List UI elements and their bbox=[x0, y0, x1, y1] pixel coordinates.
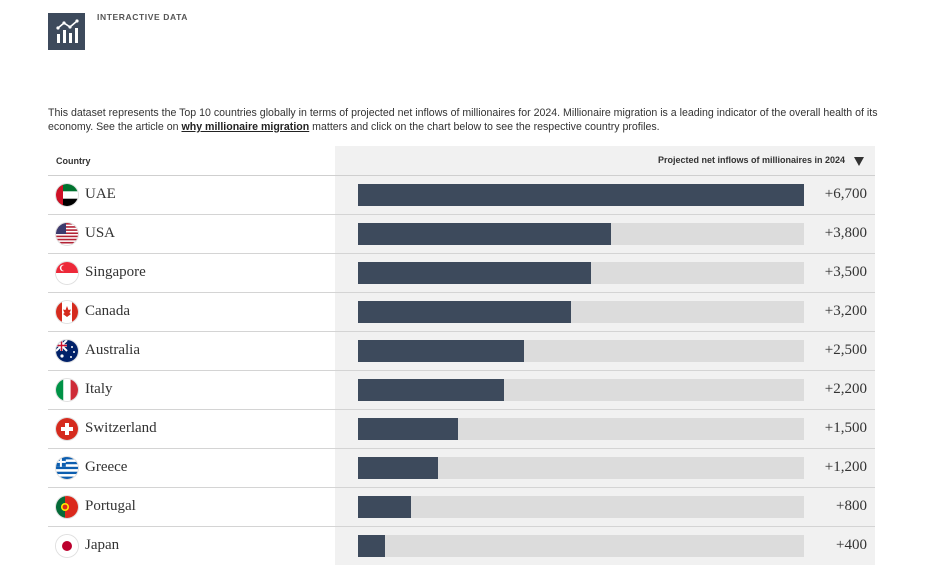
column-header-country[interactable]: Country bbox=[56, 156, 91, 166]
bar[interactable] bbox=[358, 301, 571, 323]
value-label: +2,200 bbox=[824, 381, 867, 397]
table-row[interactable]: Switzerland +1,500 bbox=[48, 410, 875, 449]
table-row[interactable]: Portugal +800 bbox=[48, 488, 875, 527]
value-label: +3,800 bbox=[824, 225, 867, 241]
italy-flag-icon bbox=[56, 379, 78, 401]
bar[interactable] bbox=[358, 223, 611, 245]
value-label: +6,700 bbox=[824, 186, 867, 202]
uae-flag-icon bbox=[56, 184, 78, 206]
chart-icon bbox=[55, 18, 79, 43]
value-label: +1,200 bbox=[824, 459, 867, 475]
intro-text-after: matters and click on the chart below to … bbox=[309, 120, 660, 133]
bar[interactable] bbox=[358, 418, 458, 440]
singapore-flag-icon bbox=[56, 262, 78, 284]
section-kicker: INTERACTIVE DATA bbox=[97, 12, 188, 22]
country-name[interactable]: Australia bbox=[85, 342, 140, 358]
table-row[interactable]: Australia +2,500 bbox=[48, 332, 875, 371]
value-label: +3,500 bbox=[824, 264, 867, 280]
bar-track bbox=[358, 223, 804, 245]
country-name[interactable]: UAE bbox=[85, 186, 116, 202]
bar[interactable] bbox=[358, 379, 505, 401]
canada-flag-icon bbox=[56, 301, 78, 323]
value-label: +400 bbox=[836, 537, 867, 553]
intro-text-before: This dataset represents the Top 10 count… bbox=[48, 106, 878, 133]
table-row[interactable]: USA +3,800 bbox=[48, 215, 875, 254]
column-header-value[interactable]: Projected net inflows of millionaires in… bbox=[657, 155, 845, 165]
value-label: +3,200 bbox=[824, 303, 867, 319]
value-label: +1,500 bbox=[824, 420, 867, 436]
logo bbox=[48, 13, 85, 50]
bar-track bbox=[358, 535, 804, 557]
millionaire-inflows-chart: Country Projected net inflows of million… bbox=[48, 146, 875, 565]
bar-track bbox=[358, 418, 804, 440]
value-label: +800 bbox=[836, 498, 867, 514]
column-header-value-cell[interactable]: Projected net inflows of millionaires in… bbox=[335, 146, 875, 175]
table-body: UAE +6,700 USA +3,800 Singapore +3,500 Canada +… bbox=[48, 176, 875, 565]
bar[interactable] bbox=[358, 340, 525, 362]
bar[interactable] bbox=[358, 184, 804, 206]
bar-track bbox=[358, 496, 804, 518]
country-name[interactable]: Portugal bbox=[85, 498, 136, 514]
table-row[interactable]: Italy +2,200 bbox=[48, 371, 875, 410]
bar[interactable] bbox=[358, 262, 591, 284]
usa-flag-icon bbox=[56, 223, 78, 245]
table-row[interactable]: UAE +6,700 bbox=[48, 176, 875, 215]
country-name[interactable]: USA bbox=[85, 225, 116, 241]
bar-track bbox=[358, 340, 804, 362]
table-header: Country Projected net inflows of million… bbox=[48, 146, 875, 176]
table-row[interactable]: Japan +400 bbox=[48, 527, 875, 565]
bar[interactable] bbox=[358, 496, 412, 518]
bar-track bbox=[358, 184, 804, 206]
country-name[interactable]: Greece bbox=[85, 459, 128, 475]
japan-flag-icon bbox=[56, 535, 78, 557]
table-row[interactable]: Canada +3,200 bbox=[48, 293, 875, 332]
article-link[interactable]: why millionaire migration bbox=[181, 120, 310, 133]
bar-track bbox=[358, 379, 804, 401]
australia-flag-icon bbox=[56, 340, 78, 362]
country-name[interactable]: Italy bbox=[85, 381, 113, 397]
sort-desc-icon[interactable] bbox=[854, 157, 864, 166]
bar-track bbox=[358, 457, 804, 479]
bar[interactable] bbox=[358, 457, 438, 479]
bar-track bbox=[358, 262, 804, 284]
bar-track bbox=[358, 301, 804, 323]
country-name[interactable]: Canada bbox=[85, 303, 130, 319]
table-row[interactable]: Greece +1,200 bbox=[48, 449, 875, 488]
table-row[interactable]: Singapore +3,500 bbox=[48, 254, 875, 293]
switzerland-flag-icon bbox=[56, 418, 78, 440]
value-label: +2,500 bbox=[824, 342, 867, 358]
greece-flag-icon bbox=[56, 457, 78, 479]
bar[interactable] bbox=[358, 535, 385, 557]
country-name[interactable]: Singapore bbox=[85, 264, 146, 280]
country-name[interactable]: Japan bbox=[85, 537, 120, 553]
intro-paragraph: This dataset represents the Top 10 count… bbox=[48, 106, 908, 134]
portugal-flag-icon bbox=[56, 496, 78, 518]
country-name[interactable]: Switzerland bbox=[85, 420, 157, 436]
